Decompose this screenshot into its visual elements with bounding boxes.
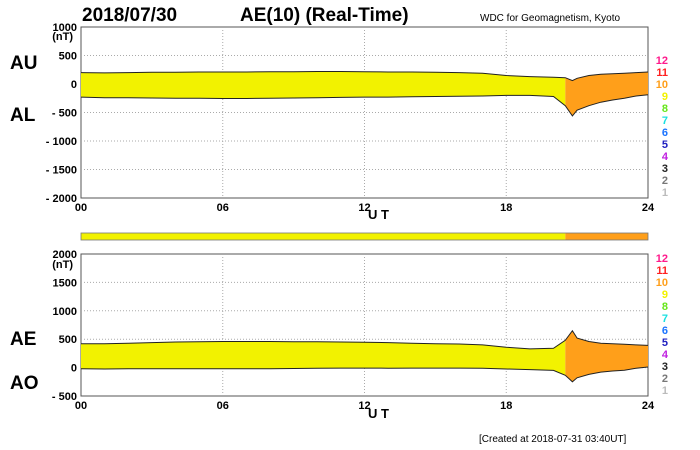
y-unit-label: (nT)	[52, 259, 73, 271]
y-tick-label: - 2000	[46, 193, 77, 205]
y-tick-label: - 1500	[46, 165, 77, 177]
station-legend-item: 2	[662, 373, 668, 385]
station-bar-segment	[565, 233, 648, 240]
y-tick-label: 2000	[53, 249, 77, 261]
station-legend-item: 10	[656, 277, 668, 289]
x-tick-label: 00	[75, 400, 87, 412]
x-tick-label: 18	[500, 400, 512, 412]
x-tick-label: 18	[500, 202, 512, 214]
x-tick-label: 24	[642, 202, 655, 214]
index-band-segment	[81, 330, 566, 382]
x-axis-label: U T	[368, 207, 389, 222]
station-legend-item: 4	[662, 349, 669, 361]
index-label-ao: AO	[10, 373, 39, 394]
station-legend-item: 5	[662, 139, 668, 151]
x-tick-label: 12	[358, 400, 370, 412]
station-legend-item: 11	[656, 67, 668, 79]
station-legend-item: 3	[662, 163, 668, 175]
index-band-segment	[565, 330, 648, 382]
station-legend-item: 9	[662, 289, 668, 301]
date-title: 2018/07/30	[82, 5, 177, 26]
index-label-ae: AE	[10, 329, 36, 350]
source-label: WDC for Geomagnetism, Kyoto	[480, 13, 620, 24]
station-legend-item: 12	[656, 253, 668, 265]
station-legend-item: 6	[662, 127, 668, 139]
station-legend-item: 11	[656, 265, 668, 277]
y-tick-label: - 500	[52, 108, 77, 120]
station-legend-item: 1	[662, 187, 668, 199]
station-legend-item: 3	[662, 361, 668, 373]
station-legend-item: 2	[662, 175, 668, 187]
y-tick-label: 0	[71, 363, 77, 375]
station-legend-item: 12	[656, 55, 668, 67]
station-bar-segment	[81, 233, 566, 240]
x-tick-label: 06	[217, 202, 229, 214]
upper-series-line-ae	[81, 329, 649, 350]
y-tick-label: 1000	[53, 306, 77, 318]
station-legend-item: 8	[662, 301, 668, 313]
lower-series-line-ao	[80, 366, 649, 383]
y-tick-label: 1000	[53, 22, 77, 34]
index-label-au: AU	[10, 53, 37, 74]
x-axis-label: U T	[368, 406, 389, 421]
station-legend-item: 7	[662, 313, 668, 325]
x-tick-label: 00	[75, 202, 87, 214]
created-timestamp: [Created at 2018-07-31 03:40UT]	[479, 434, 627, 445]
station-count-bar	[80, 232, 649, 241]
y-tick-label: - 1000	[46, 136, 77, 148]
x-tick-label: 06	[217, 400, 229, 412]
upper-series-line-au	[80, 71, 649, 82]
y-tick-label: 1500	[53, 277, 77, 289]
station-legend-item: 9	[662, 91, 668, 103]
y-tick-label: 0	[71, 79, 77, 91]
station-legend-item: 10	[656, 79, 668, 91]
station-legend-item: 6	[662, 325, 668, 337]
index-label-al: AL	[10, 105, 36, 126]
station-legend-item: 5	[662, 337, 668, 349]
index-title: AE(10) (Real-Time)	[240, 5, 409, 26]
x-tick-label: 12	[358, 202, 370, 214]
station-legend-item: 8	[662, 103, 668, 115]
station-bar-frame	[80, 232, 649, 241]
y-tick-label: - 500	[52, 391, 77, 403]
plot-frame	[80, 26, 649, 199]
station-legend-item: 1	[662, 385, 668, 397]
y-unit-label: (nT)	[52, 31, 73, 43]
y-tick-label: 500	[59, 334, 77, 346]
lower-series-line-al	[80, 94, 649, 117]
station-legend-item: 4	[662, 151, 669, 163]
y-tick-label: 500	[59, 51, 77, 63]
x-tick-label: 24	[642, 400, 655, 412]
station-legend-item: 7	[662, 115, 668, 127]
